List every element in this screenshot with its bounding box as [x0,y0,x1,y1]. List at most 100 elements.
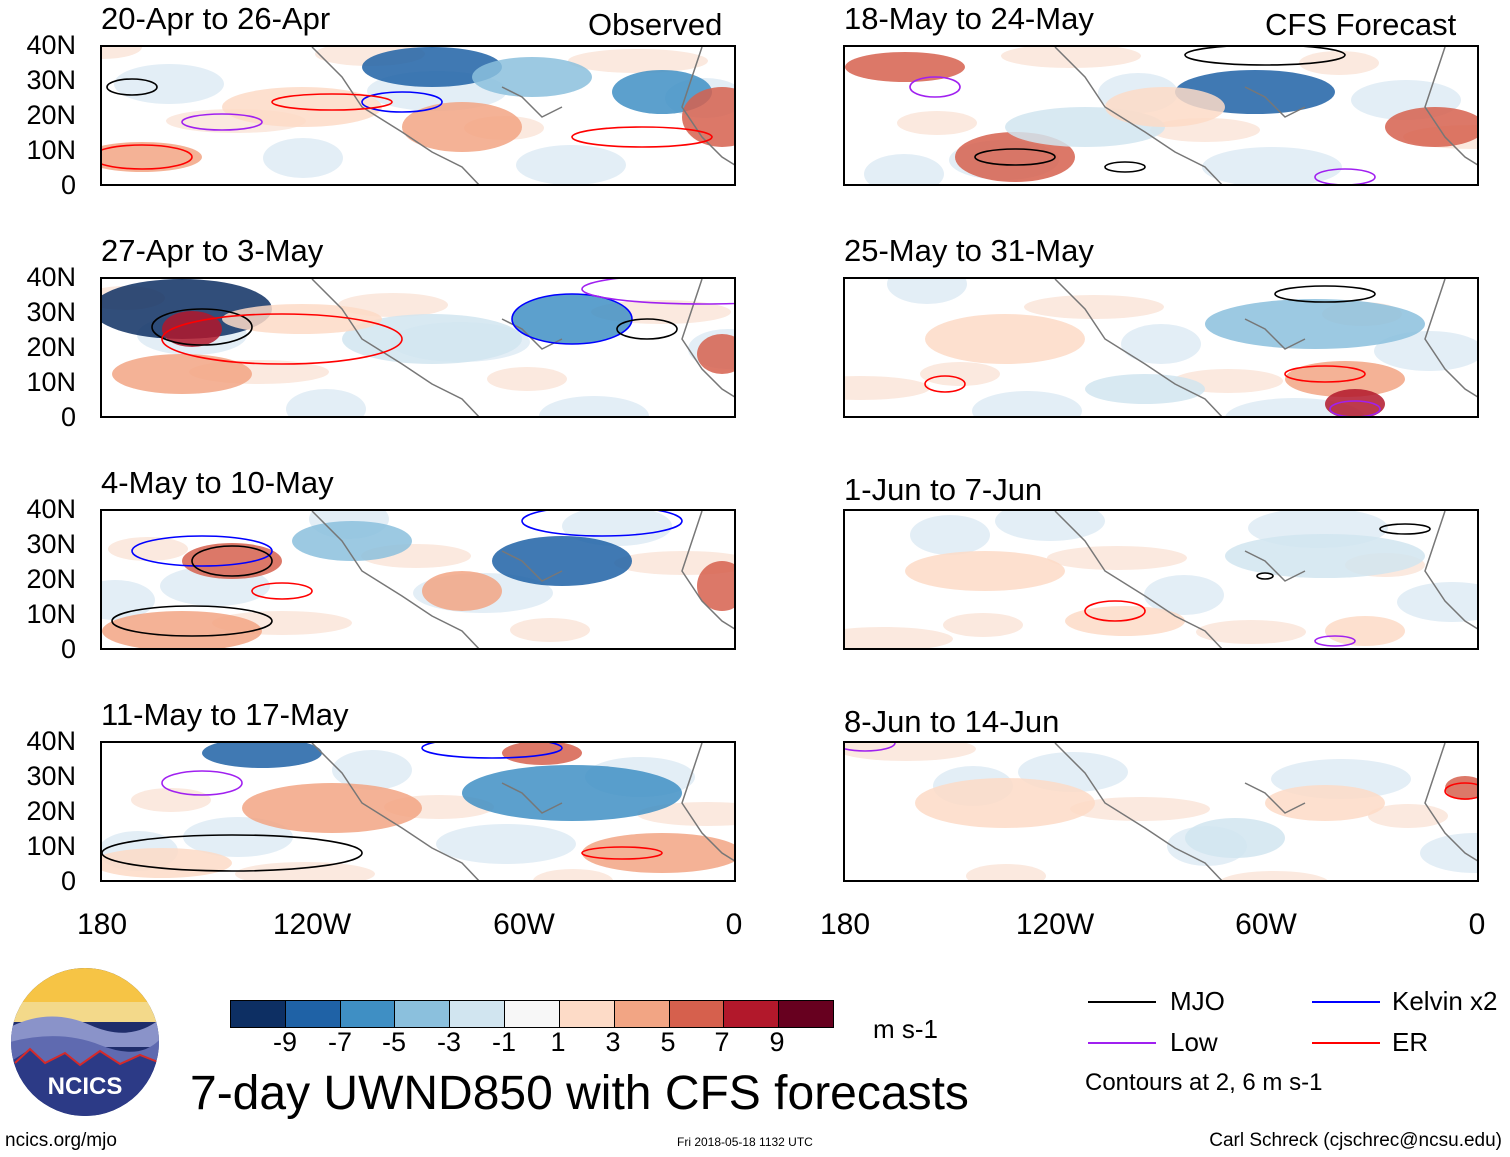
anomaly-region [502,743,582,765]
anomaly-region [966,864,1046,880]
panel-title: 18-May to 24-May [844,1,1094,36]
anomaly-region [222,304,382,334]
anomaly-region [402,102,522,152]
anomaly-region [1185,818,1285,858]
anomaly-region [943,613,1023,637]
contour-line [1184,47,1346,66]
anomaly-region [263,138,343,178]
contour-line [361,91,443,113]
legend-label-mjo: MJO [1170,986,1225,1016]
anomaly-region [183,817,293,857]
contour-line [1314,168,1376,184]
lat-tick: 10N [26,367,76,397]
panel-title: 25-May to 31-May [844,233,1094,268]
colorbar-swatch [231,1001,286,1027]
legend-line-low [1088,1042,1156,1044]
contour-line [581,279,734,305]
contour-line [616,318,678,340]
panel-title: 20-Apr to 26-Apr [101,1,331,36]
anomaly-region [1001,47,1141,68]
contour-line [1256,572,1274,580]
anomaly-region [562,511,672,546]
map-panel-8 [843,741,1479,882]
anomaly-region [539,396,649,416]
coastline [1054,47,1477,184]
coastline [311,511,734,648]
anomaly-region [1325,389,1385,416]
anomaly-region [436,824,576,864]
contour-line [421,743,563,759]
coastline [1054,511,1477,648]
contour-note: Contours at 2, 6 m s-1 [1085,1069,1323,1096]
legend-line-kelvin [1312,1001,1380,1003]
panel-title: 27-Apr to 3-May [101,233,324,268]
anomaly-region [292,521,412,561]
anomaly-region [897,111,977,135]
anomaly-region [487,367,567,391]
legend-label-kelvin: Kelvin x2 [1392,986,1498,1016]
anomaly-region [920,362,1000,386]
anomaly-region [102,142,202,172]
map-panel-1 [100,45,736,186]
contour-line [974,148,1056,166]
contour-line [251,582,313,600]
legend-label-er: ER [1392,1027,1429,1057]
contour-line [924,375,966,393]
contour-line [1084,600,1146,622]
contour-line [191,545,273,577]
lon-tick: 180 [76,908,128,941]
contour-line [111,605,273,637]
legend-label-low: Low [1170,1027,1218,1057]
colorbar-swatch [724,1001,780,1027]
map-panel-6 [843,277,1479,418]
anomaly-region [1299,51,1379,75]
coastline [1054,743,1477,880]
lat-tick: 10N [26,831,76,861]
anomaly-region [1105,87,1225,127]
panel-title: 1-Jun to 7-Jun [844,472,1043,507]
lon-tick: 0 [1468,908,1486,941]
anomaly-region [131,788,211,812]
anomaly-region [1196,620,1306,644]
anomaly-region [1368,804,1448,828]
contour-line [1284,365,1366,383]
contour-line [1379,523,1431,535]
anomaly-region [972,391,1082,416]
contour-line [161,313,403,365]
coastline [1054,279,1477,416]
colorbar-tick: -5 [381,1027,407,1057]
anomaly-region [1325,616,1405,646]
colorbar-swatch [340,1001,396,1027]
colorbar-tick: 3 [605,1027,621,1057]
footer-url: ncics.org/mjo [5,1130,117,1151]
anomaly-region [1047,546,1187,570]
lon-tick: 180 [819,908,871,941]
anomaly-region [925,314,1085,364]
anomaly-region [1225,534,1425,578]
contour-line [151,308,253,346]
anomaly-region [1445,776,1477,800]
anomaly-region [235,862,375,880]
anomaly-region [995,511,1105,541]
lat-tick: 30N [26,65,76,95]
anomaly-region [697,334,734,374]
anomaly-region [1285,361,1405,397]
anomaly-region [108,537,188,561]
lat-tick: 30N [26,529,76,559]
anomaly-region [222,87,382,127]
anomaly-region [332,750,412,790]
anomaly-region [492,536,632,586]
contour-line [161,770,243,796]
lat-tick: 20N [26,564,76,594]
colorbar-units: m s-1 [873,1014,938,1044]
anomaly-region [845,376,930,400]
footer-timestamp: Fri 2018-05-18 1132 UTC [677,1135,813,1149]
lon-tick: 0 [725,908,743,941]
colorbar-swatch [669,1001,725,1027]
colorbar-swatch [779,1001,833,1027]
footer-author: Carl Schreck (cjschrec@ncsu.edu) [1209,1130,1502,1151]
contour-line [106,78,158,96]
contour-line [102,144,193,170]
panel-title: 11-May to 17-May [101,697,349,732]
observed-label: Observed [588,7,723,42]
